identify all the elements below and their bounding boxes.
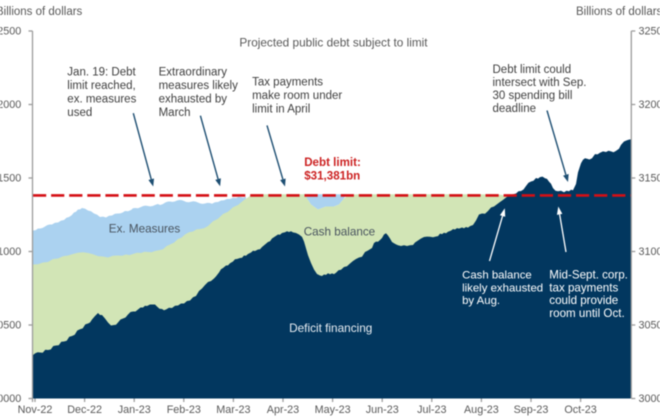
svg-text:Debt limit:: Debt limit: [304, 156, 361, 169]
svg-text:used: used [67, 107, 92, 119]
svg-text:Billions of dollars: Billions of dollars [0, 6, 83, 18]
svg-text:Sep-23: Sep-23 [514, 404, 549, 416]
svg-text:Jan. 19: Debt: Jan. 19: Debt [67, 67, 136, 79]
svg-text:limit in April: limit in April [252, 104, 310, 116]
svg-text:30000: 30000 [0, 393, 21, 405]
svg-text:March: March [159, 107, 191, 119]
svg-text:Jul-23: Jul-23 [417, 404, 446, 416]
svg-text:Tax payments: Tax payments [252, 77, 323, 89]
svg-text:limit reached,: limit reached, [67, 80, 135, 92]
svg-text:Mar-23: Mar-23 [216, 404, 250, 416]
svg-text:Mid-Sept. corp.: Mid-Sept. corp. [549, 269, 628, 282]
svg-text:Projected public debt subject: Projected public debt subject to limit [239, 36, 428, 50]
svg-text:deadline: deadline [493, 103, 536, 115]
svg-text:make room under: make room under [252, 90, 342, 102]
svg-text:Dec-22: Dec-22 [67, 404, 102, 416]
svg-text:could provide: could provide [549, 294, 618, 307]
svg-text:Billions of dollars: Billions of dollars [576, 6, 660, 18]
svg-text:3100: 3100 [639, 246, 660, 258]
svg-text:intersect with Sep.: intersect with Sep. [493, 77, 587, 89]
svg-text:Cash balance: Cash balance [304, 225, 375, 238]
svg-text:Ex. Measures: Ex. Measures [109, 223, 181, 236]
svg-text:3000: 3000 [639, 393, 660, 405]
svg-text:32000: 32000 [0, 99, 21, 111]
svg-text:31500: 31500 [0, 173, 21, 185]
svg-text:Oct-23: Oct-23 [564, 404, 596, 416]
svg-text:Jan-23: Jan-23 [118, 404, 151, 416]
svg-text:measures likely: measures likely [159, 80, 238, 92]
svg-text:Extraordinary: Extraordinary [159, 67, 228, 79]
svg-text:3150: 3150 [639, 173, 660, 185]
svg-text:likely exhausted: likely exhausted [462, 282, 543, 294]
svg-text:ex. measures: ex. measures [67, 94, 136, 106]
svg-text:May-23: May-23 [315, 404, 351, 416]
svg-text:Cash balance: Cash balance [462, 270, 532, 282]
svg-text:exhausted by: exhausted by [159, 94, 228, 106]
svg-text:Nov-22: Nov-22 [18, 404, 53, 416]
svg-text:Deficit financing: Deficit financing [289, 321, 372, 335]
svg-text:3250: 3250 [639, 26, 660, 38]
svg-text:32500: 32500 [0, 26, 21, 38]
svg-text:room until Oct.: room until Oct. [549, 307, 624, 320]
svg-text:Debt limit could: Debt limit could [493, 64, 572, 76]
svg-text:30 spending bill: 30 spending bill [493, 90, 573, 102]
svg-text:3050: 3050 [639, 320, 660, 332]
svg-text:$31,381bn: $31,381bn [304, 169, 360, 182]
svg-text:3200: 3200 [639, 99, 660, 111]
svg-text:Aug-23: Aug-23 [464, 404, 499, 416]
svg-text:by Aug.: by Aug. [462, 295, 500, 307]
svg-text:tax payments: tax payments [549, 281, 618, 294]
svg-text:Jun-23: Jun-23 [366, 404, 399, 416]
svg-text:Apr-23: Apr-23 [267, 404, 299, 416]
svg-text:Feb-23: Feb-23 [167, 404, 201, 416]
